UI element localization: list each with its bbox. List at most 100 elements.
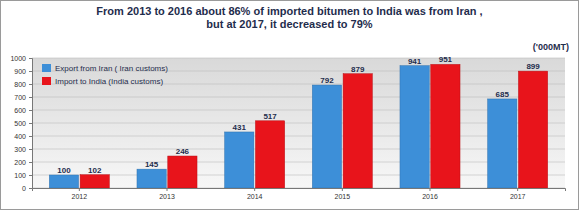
data-label: 517 [263,112,277,121]
grid-line [32,136,565,137]
x-tick: 2016 [422,188,438,200]
x-tick-mark [342,188,343,191]
y-tick: 700 [14,94,32,101]
chart: From 2013 to 2016 about 86% of imported … [0,0,579,210]
y-tick-label: 700 [14,94,26,101]
x-tick-mark [517,188,518,191]
title-line: but at 2017, it decreased to 79% [206,18,373,30]
grid [32,58,565,188]
data-label: 246 [176,147,190,156]
bar [488,99,517,188]
y-tick-label: 100 [14,172,26,179]
bar [225,132,254,188]
y-tick: 400 [14,133,32,140]
bar [168,156,197,188]
y-tick-mark [29,162,32,163]
data-label: 899 [526,62,540,71]
y-tick-label: 600 [14,107,26,114]
y-tick-mark [29,110,32,111]
y-tick-label: 500 [14,120,26,127]
y-tick-label: 900 [14,68,26,75]
y-tick-mark [29,136,32,137]
y-tick: 100 [14,172,32,179]
y-tick-label: 800 [14,81,26,88]
x-tick: 2013 [159,188,175,200]
y-tick-label: 1000 [10,55,26,62]
bar [312,85,341,188]
legend-label: Import to India (India customs) [55,77,163,86]
x-tick-mark [167,188,168,191]
x-tick: 2017 [510,188,526,200]
y-tick: 500 [14,120,32,127]
y-tick: 300 [14,146,32,153]
y-tick-label: 400 [14,133,26,140]
bar [49,175,78,188]
x-tick-label: 2017 [510,193,526,200]
y-axis-line [29,59,33,189]
grid-line [32,123,565,124]
data-label: 685 [496,90,510,99]
data-label: 145 [145,160,159,169]
frame [1,1,579,210]
x-tick-label: 2014 [247,193,263,200]
y-tick-mark [29,71,32,72]
x-tick-label: 2012 [72,193,88,200]
data-label: 100 [57,166,71,175]
data-label: 431 [233,123,247,132]
bar [400,66,429,188]
y-tick-label: 0 [22,185,26,192]
data-label: 941 [408,57,422,66]
bar [518,71,547,188]
bars [49,64,547,188]
x-tick: 2014 [247,188,263,200]
y-tick: 800 [14,81,32,88]
data-label: 879 [351,65,365,74]
y-tick: 600 [14,107,32,114]
title: From 2013 to 2016 about 86% of imported … [96,5,482,30]
plot: 100 145 431 792 941 685 102 246 517 879 951 899 0 100… [10,55,565,200]
legend-entry: Export from Iran ( Iran customs) [42,64,168,73]
bar [137,169,166,188]
grid-line [32,110,565,111]
bar [80,175,109,188]
x-tick-mark [254,188,255,191]
bar [343,74,372,188]
legend-entry: Import to India (India customs) [42,77,163,86]
plot-background [32,58,565,188]
y-tick-label: 300 [14,146,26,153]
legend-label: Export from Iran ( Iran customs) [55,64,168,73]
bar [255,121,284,188]
x-tick: 2015 [335,188,351,200]
x-axis: 2012 2013 2014 2015 2016 2017 [33,188,566,200]
y-tick-mark [29,175,32,176]
y-tick-mark [29,188,32,189]
y-tick-mark [29,58,32,59]
grid-line [32,175,565,176]
x-tick-mark [429,188,430,191]
data-label: 102 [88,166,102,175]
y-tick-mark [29,123,32,124]
x-tick-label: 2016 [422,193,438,200]
y-tick-mark [29,149,32,150]
data-label: 792 [320,76,334,85]
y-tick: 0 [22,185,32,192]
data-labels: 100 145 431 792 941 685 102 246 517 879 951 899 [57,55,540,175]
x-axis-line [33,189,566,192]
y-label: ('000MT) [533,42,569,52]
y-tick: 200 [14,159,32,166]
data-label: 951 [439,55,453,64]
y-tick-mark [29,97,32,98]
legend: Export from Iran ( Iran customs) Import t… [42,64,168,86]
grid-line [32,162,565,163]
x-tick-label: 2015 [335,193,351,200]
grid-line [32,58,565,59]
legend-swatch [42,64,51,72]
y-tick: 900 [14,68,32,75]
grid-line [32,97,565,98]
legend-swatch [42,77,51,85]
y-tick: 1000 [10,55,32,62]
x-tick-label: 2013 [159,193,175,200]
x-tick-mark [79,188,80,191]
y-tick-label: 200 [14,159,26,166]
title-line: From 2013 to 2016 about 86% of imported … [96,5,482,17]
